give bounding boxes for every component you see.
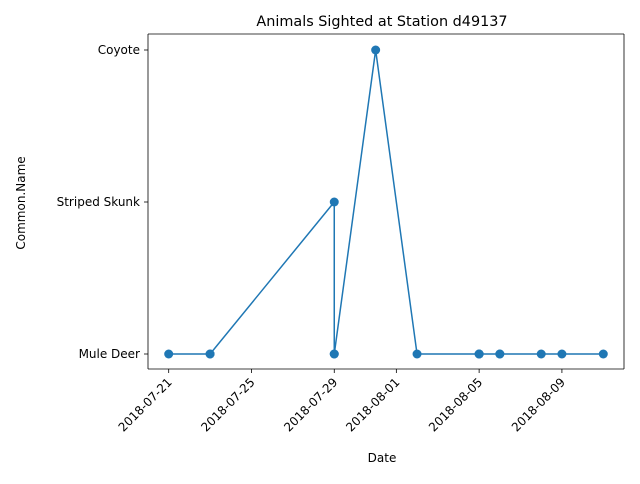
y-tick-label: Mule Deer: [79, 347, 140, 361]
data-point: [329, 349, 339, 359]
data-point: [474, 349, 484, 359]
data-point: [164, 349, 174, 359]
chart-title: Animals Sighted at Station d49137: [256, 14, 507, 30]
data-point: [412, 349, 422, 359]
y-axis-label: Common.Name: [14, 156, 28, 249]
x-axis-label: Date: [368, 451, 397, 465]
data-point: [557, 349, 567, 359]
data-point: [205, 349, 215, 359]
data-point: [536, 349, 546, 359]
data-point: [329, 197, 339, 207]
data-point: [371, 45, 381, 55]
y-tick-label: Striped Skunk: [57, 195, 140, 209]
y-tick-label: Coyote: [98, 43, 140, 57]
data-point: [598, 349, 608, 359]
data-point: [495, 349, 505, 359]
